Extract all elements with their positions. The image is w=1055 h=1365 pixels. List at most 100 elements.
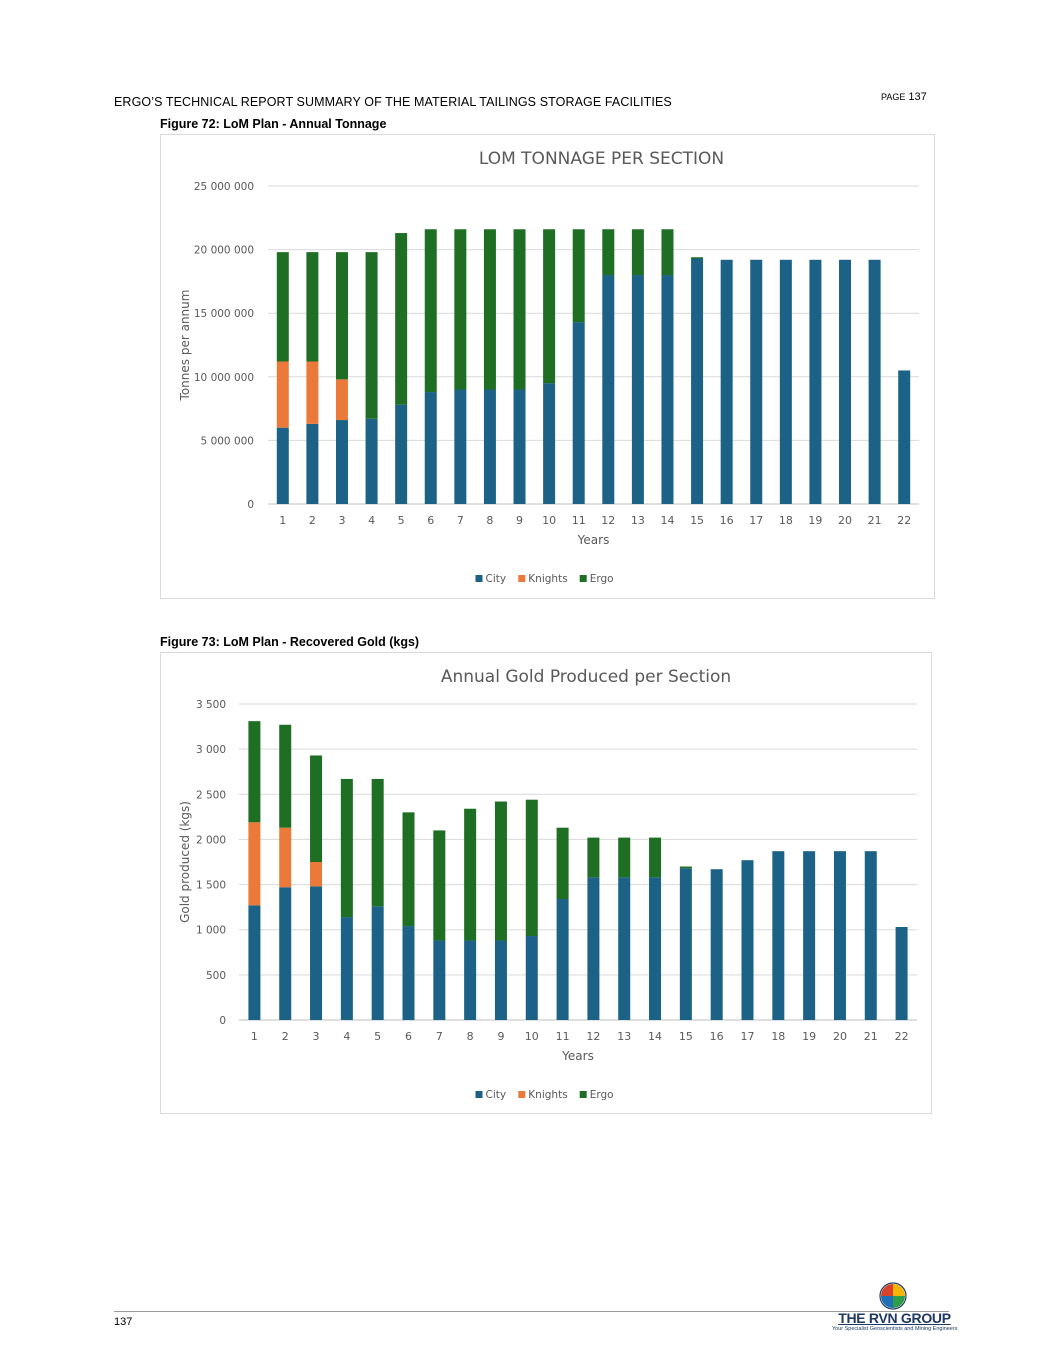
legend-label-city: City [486, 1089, 507, 1101]
y-tick-label: 25 000 000 [194, 181, 254, 193]
bar-city [587, 877, 600, 1020]
x-tick-label: 5 [398, 514, 405, 527]
tonnage-chart-svg: LOM TONNAGE PER SECTION 0 5 000 000 10 000 … [178, 149, 919, 585]
x-tick-label: 17 [749, 514, 763, 527]
bar-ergo [371, 778, 384, 907]
y-tick-label: 3 500 [196, 699, 226, 711]
x-tick-label: 1 [279, 514, 286, 527]
x-tick-label: 10 [542, 514, 556, 527]
x-tick-label: 11 [572, 514, 586, 527]
bar-city [279, 887, 292, 1020]
bar-city [556, 899, 569, 1020]
legend-swatch-knights [518, 575, 526, 582]
legend-swatch-knights [518, 1091, 526, 1098]
x-tick-label: 11 [556, 1030, 570, 1043]
legend-swatch-ergo [579, 1091, 587, 1098]
bar-ergo [248, 721, 261, 823]
bar-city [691, 258, 704, 504]
bar-knights [276, 361, 289, 428]
bar-ergo [587, 837, 600, 878]
y-tick-label: 3 000 [196, 744, 226, 756]
bar-ergo [494, 801, 507, 941]
x-tick-label: 19 [802, 1030, 816, 1043]
footer-divider [114, 1311, 949, 1312]
y-tick-label: 2 500 [196, 789, 226, 801]
bar-ergo [402, 812, 415, 927]
bar-ergo [279, 724, 292, 828]
x-tick-label: 8 [486, 514, 493, 527]
y-axis-label: Tonnes per annum [178, 290, 192, 402]
bar-city [602, 275, 615, 504]
bar-ergo [276, 252, 289, 362]
bar-ergo [691, 257, 704, 259]
legend-swatch-ergo [579, 575, 587, 582]
figure-73-caption: Figure 73: LoM Plan - Recovered Gold (kg… [160, 635, 420, 649]
x-axis-label: Years [577, 533, 610, 547]
bar-city [809, 259, 822, 504]
x-tick-label: 21 [868, 514, 882, 527]
bar-city [464, 940, 477, 1020]
bar-ergo [618, 837, 631, 878]
bar-city [779, 259, 792, 504]
x-tick-label: 16 [720, 514, 734, 527]
x-tick-label: 16 [710, 1030, 724, 1043]
y-tick-label: 1 500 [196, 880, 226, 892]
x-tick-label: 8 [467, 1030, 474, 1043]
x-tick-label: 12 [586, 1030, 600, 1043]
bar-ergo [464, 808, 477, 941]
bar-city [525, 936, 538, 1020]
bar-city [772, 851, 785, 1020]
bar-city [895, 927, 908, 1020]
x-tick-label: 10 [525, 1030, 539, 1043]
bar-city [720, 259, 733, 504]
bar-ergo [661, 229, 674, 276]
bar-city [543, 383, 556, 504]
y-tick-label: 2 000 [196, 834, 226, 846]
bar-city [833, 851, 846, 1020]
legend-label-ergo: Ergo [590, 573, 614, 585]
x-axis-label: Years [561, 1049, 594, 1063]
bar-city [483, 389, 496, 504]
x-tick-label: 22 [895, 1030, 909, 1043]
bar-ergo [572, 229, 585, 323]
x-tick-label: 13 [631, 514, 645, 527]
bar-knights [248, 822, 261, 906]
bar-city [618, 877, 631, 1020]
bar-city [454, 389, 467, 504]
tonnage-chart: LOM TONNAGE PER SECTION 0 5 000 000 10 000 … [160, 134, 935, 599]
y-tick-label: 15 000 000 [194, 308, 254, 320]
gold-chart-svg: Annual Gold Produced per Section 0 500 1 00… [178, 667, 917, 1101]
bar-ergo [310, 755, 323, 862]
bar-knights [335, 379, 348, 421]
y-tick-label: 0 [247, 499, 254, 511]
bar-ergo [631, 229, 644, 276]
bar-city [572, 322, 585, 504]
footer-page-number: 137 [114, 1316, 133, 1328]
bar-ergo [433, 830, 446, 941]
legend-label-knights: Knights [528, 573, 567, 585]
x-tick-label: 19 [808, 514, 822, 527]
legend-swatch-city [475, 575, 483, 582]
x-tick-label: 12 [601, 514, 615, 527]
bar-knights [310, 862, 323, 887]
y-tick-label: 10 000 000 [194, 372, 254, 384]
bar-city [395, 404, 408, 504]
report-header-title: ERGO’S TECHNICAL REPORT SUMMARY OF THE M… [114, 95, 672, 109]
bar-city [710, 869, 723, 1020]
legend-swatch-city [475, 1091, 483, 1098]
page-number-header: PAGE 137 [881, 91, 927, 103]
page-word: PAGE [881, 92, 906, 102]
bar-city [248, 905, 261, 1020]
logo-subtext: Your Specialist Geoscientists and Mining… [832, 1326, 958, 1332]
x-tick-label: 9 [516, 514, 523, 527]
bar-city [864, 851, 877, 1020]
bar-ergo [525, 799, 538, 937]
rvn-group-logo: THE RVN GROUP Your Specialist Geoscienti… [832, 1282, 957, 1334]
y-axis-label: Gold produced (kgs) [178, 801, 192, 923]
x-tick-label: 18 [771, 1030, 785, 1043]
x-tick-label: 3 [313, 1030, 320, 1043]
bar-city [402, 926, 415, 1020]
chart-title: LOM TONNAGE PER SECTION [479, 149, 724, 169]
x-tick-label: 18 [779, 514, 793, 527]
bar-ergo [483, 229, 496, 390]
